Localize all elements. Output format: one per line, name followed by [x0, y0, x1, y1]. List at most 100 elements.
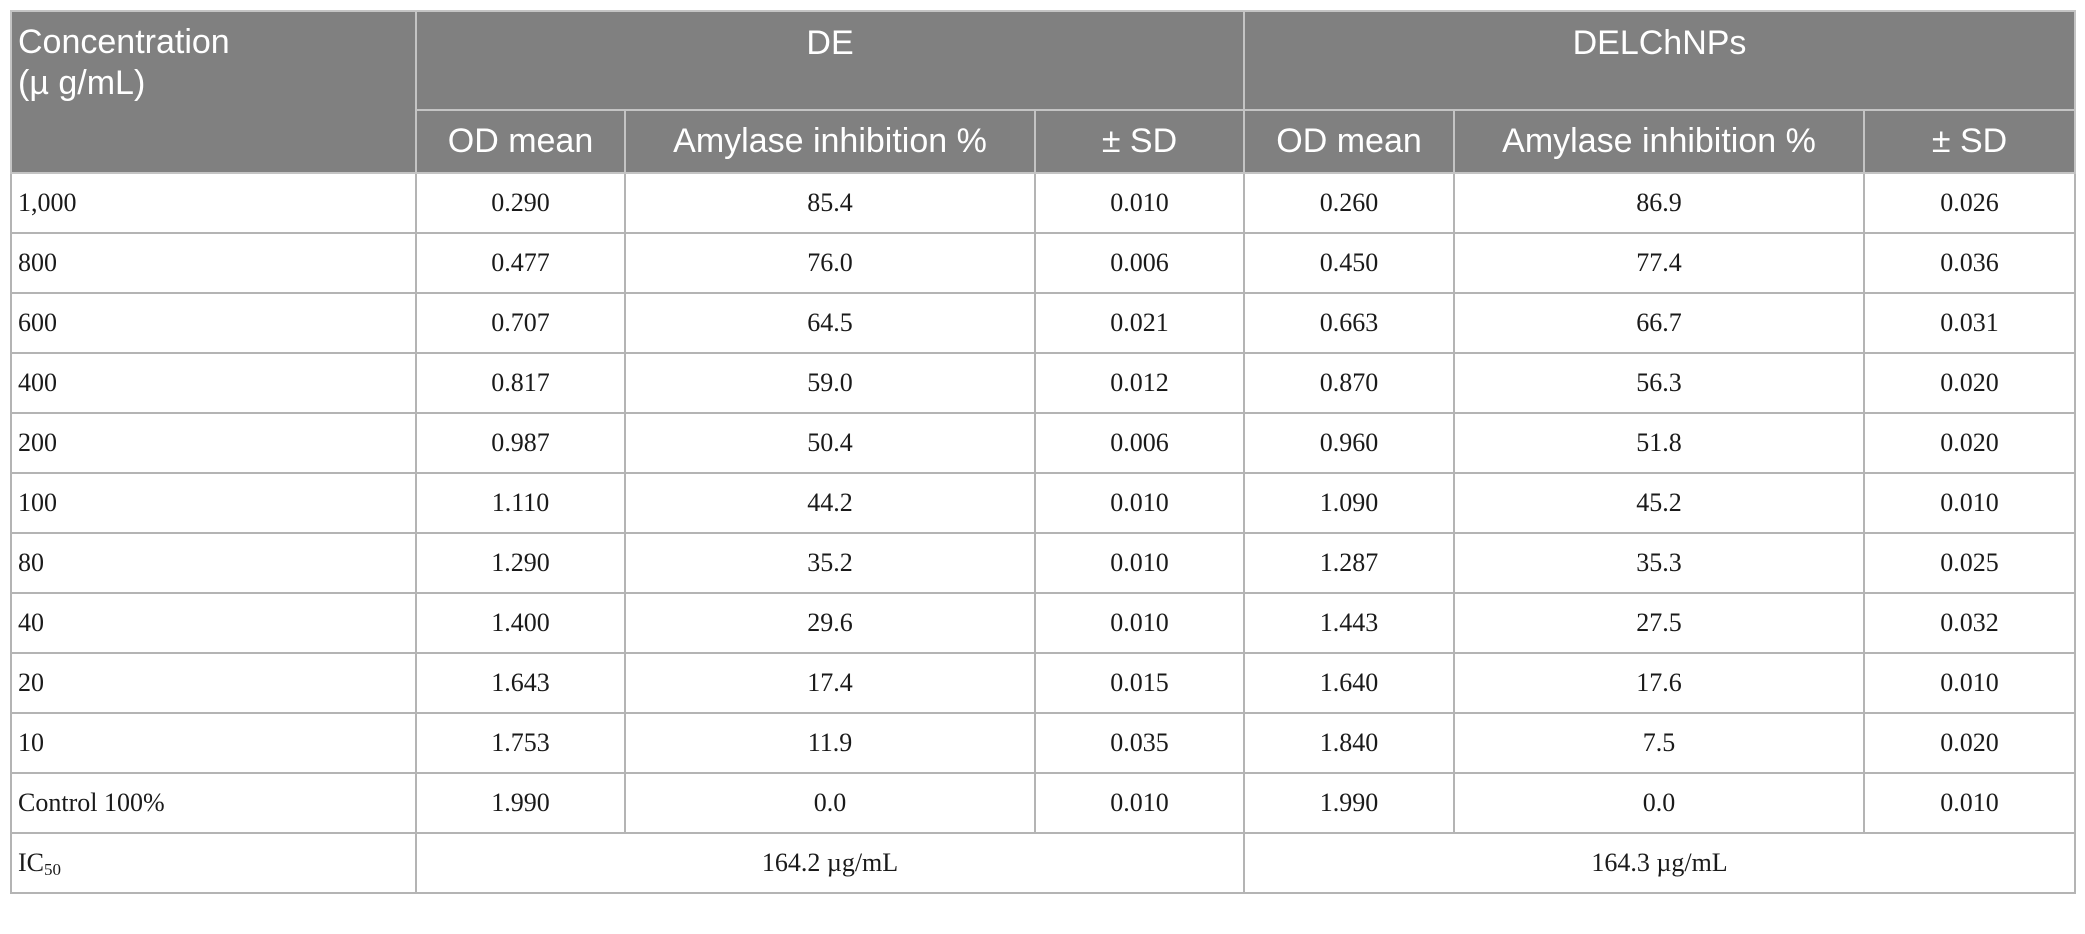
cell-de-sd: 0.006	[1033, 412, 1246, 474]
header-row-groups: Concentration (µ g/mL) DE DELChNPs	[10, 10, 2077, 174]
row-concentration: 10	[10, 712, 417, 774]
cell-de-amylase-inhibition: 85.4	[624, 172, 1036, 234]
table-row: 100 1.110 44.2 0.010 1.090 45.2 0.010	[10, 472, 2077, 534]
ic50-label: IC50	[10, 832, 417, 894]
subheader-de-sd: ± SD	[1033, 109, 1246, 174]
row-concentration: 400	[10, 352, 417, 414]
cell-de-od-mean: 1.990	[415, 772, 626, 834]
cell-delchnps-sd: 0.020	[1863, 712, 2077, 774]
cell-de-amylase-inhibition: 64.5	[624, 292, 1036, 354]
row-concentration: 800	[10, 232, 417, 294]
cell-delchnps-amylase-inhibition: 86.9	[1453, 172, 1866, 234]
cell-de-amylase-inhibition: 17.4	[624, 652, 1036, 714]
cell-delchnps-sd: 0.036	[1863, 232, 2077, 294]
row-concentration: Control 100%	[10, 772, 417, 834]
cell-delchnps-od-mean: 1.990	[1243, 772, 1456, 834]
cell-delchnps-amylase-inhibition: 45.2	[1453, 472, 1866, 534]
cell-de-od-mean: 0.987	[415, 412, 626, 474]
row-concentration: 20	[10, 652, 417, 714]
cell-de-amylase-inhibition: 44.2	[624, 472, 1036, 534]
row-concentration: 200	[10, 412, 417, 474]
cell-de-od-mean: 1.290	[415, 532, 626, 594]
cell-de-amylase-inhibition: 59.0	[624, 352, 1036, 414]
cell-de-amylase-inhibition: 35.2	[624, 532, 1036, 594]
cell-de-od-mean: 0.707	[415, 292, 626, 354]
cell-de-amylase-inhibition: 76.0	[624, 232, 1036, 294]
cell-delchnps-sd: 0.010	[1863, 772, 2077, 834]
cell-delchnps-od-mean: 1.640	[1243, 652, 1456, 714]
cell-delchnps-od-mean: 0.870	[1243, 352, 1456, 414]
cell-delchnps-amylase-inhibition: 51.8	[1453, 412, 1866, 474]
cell-de-amylase-inhibition: 50.4	[624, 412, 1036, 474]
table-row: 800 0.477 76.0 0.006 0.450 77.4 0.036	[10, 232, 2077, 294]
cell-delchnps-sd: 0.031	[1863, 292, 2077, 354]
table-row: 80 1.290 35.2 0.010 1.287 35.3 0.025	[10, 532, 2077, 594]
group-header-delchnps: DELChNPs	[1243, 10, 2077, 111]
concentration-header: Concentration (µ g/mL)	[10, 10, 417, 174]
row-concentration: 1,000	[10, 172, 417, 234]
cell-delchnps-amylase-inhibition: 27.5	[1453, 592, 1866, 654]
cell-delchnps-od-mean: 0.960	[1243, 412, 1456, 474]
cell-de-od-mean: 0.477	[415, 232, 626, 294]
subheader-delchnps-amylase-inhibition: Amylase inhibition %	[1453, 109, 1866, 174]
cell-delchnps-sd: 0.026	[1863, 172, 2077, 234]
cell-delchnps-sd: 0.032	[1863, 592, 2077, 654]
table-row: 20 1.643 17.4 0.015 1.640 17.6 0.010	[10, 652, 2077, 714]
cell-de-od-mean: 0.817	[415, 352, 626, 414]
cell-delchnps-od-mean: 0.663	[1243, 292, 1456, 354]
cell-de-sd: 0.021	[1033, 292, 1246, 354]
cell-delchnps-sd: 0.025	[1863, 532, 2077, 594]
cell-de-amylase-inhibition: 29.6	[624, 592, 1036, 654]
cell-de-amylase-inhibition: 0.0	[624, 772, 1036, 834]
cell-de-sd: 0.010	[1033, 472, 1246, 534]
cell-de-sd: 0.010	[1033, 772, 1246, 834]
table-row: Control 100% 1.990 0.0 0.010 1.990 0.0 0…	[10, 772, 2077, 834]
cell-de-sd: 0.015	[1033, 652, 1246, 714]
cell-delchnps-od-mean: 1.443	[1243, 592, 1456, 654]
row-concentration: 100	[10, 472, 417, 534]
concentration-header-line2: (µ g/mL)	[18, 64, 146, 102]
cell-de-sd: 0.010	[1033, 172, 1246, 234]
cell-delchnps-amylase-inhibition: 77.4	[1453, 232, 1866, 294]
cell-de-sd: 0.006	[1033, 232, 1246, 294]
ic50-delchnps-value: 164.3 µg/mL	[1243, 832, 2077, 894]
cell-delchnps-sd: 0.010	[1863, 652, 2077, 714]
subheader-de-amylase-inhibition: Amylase inhibition %	[624, 109, 1036, 174]
subheader-delchnps-od-mean: OD mean	[1243, 109, 1456, 174]
ic50-row: IC50 164.2 µg/mL 164.3 µg/mL	[10, 832, 2077, 894]
cell-de-od-mean: 1.400	[415, 592, 626, 654]
subheader-delchnps-sd: ± SD	[1863, 109, 2077, 174]
cell-de-od-mean: 0.290	[415, 172, 626, 234]
cell-delchnps-od-mean: 0.450	[1243, 232, 1456, 294]
cell-de-od-mean: 1.110	[415, 472, 626, 534]
cell-delchnps-od-mean: 0.260	[1243, 172, 1456, 234]
cell-delchnps-amylase-inhibition: 35.3	[1453, 532, 1866, 594]
table-row: 1,000 0.290 85.4 0.010 0.260 86.9 0.026	[10, 172, 2077, 234]
ic50-de-value: 164.2 µg/mL	[414, 832, 1246, 894]
cell-de-sd: 0.035	[1033, 712, 1246, 774]
cell-delchnps-sd: 0.020	[1863, 352, 2077, 414]
row-concentration: 80	[10, 532, 417, 594]
cell-delchnps-od-mean: 1.840	[1243, 712, 1456, 774]
header-row-subcolumns: OD mean Amylase inhibition % ± SD OD mea…	[11, 109, 2077, 174]
cell-de-amylase-inhibition: 11.9	[624, 712, 1036, 774]
cell-delchnps-amylase-inhibition: 56.3	[1453, 352, 1866, 414]
cell-de-od-mean: 1.643	[415, 652, 626, 714]
table-row: 200 0.987 50.4 0.006 0.960 51.8 0.020	[10, 412, 2077, 474]
cell-delchnps-od-mean: 1.287	[1243, 532, 1456, 594]
table-row: 40 1.400 29.6 0.010 1.443 27.5 0.032	[10, 592, 2077, 654]
table-row: 10 1.753 11.9 0.035 1.840 7.5 0.020	[10, 712, 2077, 774]
cell-delchnps-sd: 0.020	[1863, 412, 2077, 474]
cell-delchnps-sd: 0.010	[1863, 472, 2077, 534]
table-row: 600 0.707 64.5 0.021 0.663 66.7 0.031	[10, 292, 2077, 354]
ic50-label-main: IC	[18, 848, 44, 877]
ic50-label-subscript: 50	[44, 860, 61, 879]
row-concentration: 40	[10, 592, 417, 654]
cell-de-od-mean: 1.753	[415, 712, 626, 774]
table-row: 400 0.817 59.0 0.012 0.870 56.3 0.020	[10, 352, 2077, 414]
cell-delchnps-od-mean: 1.090	[1243, 472, 1456, 534]
group-header-de: DE	[414, 10, 1246, 111]
cell-delchnps-amylase-inhibition: 0.0	[1453, 772, 1866, 834]
subheader-de-od-mean: OD mean	[415, 109, 626, 174]
cell-delchnps-amylase-inhibition: 66.7	[1453, 292, 1866, 354]
